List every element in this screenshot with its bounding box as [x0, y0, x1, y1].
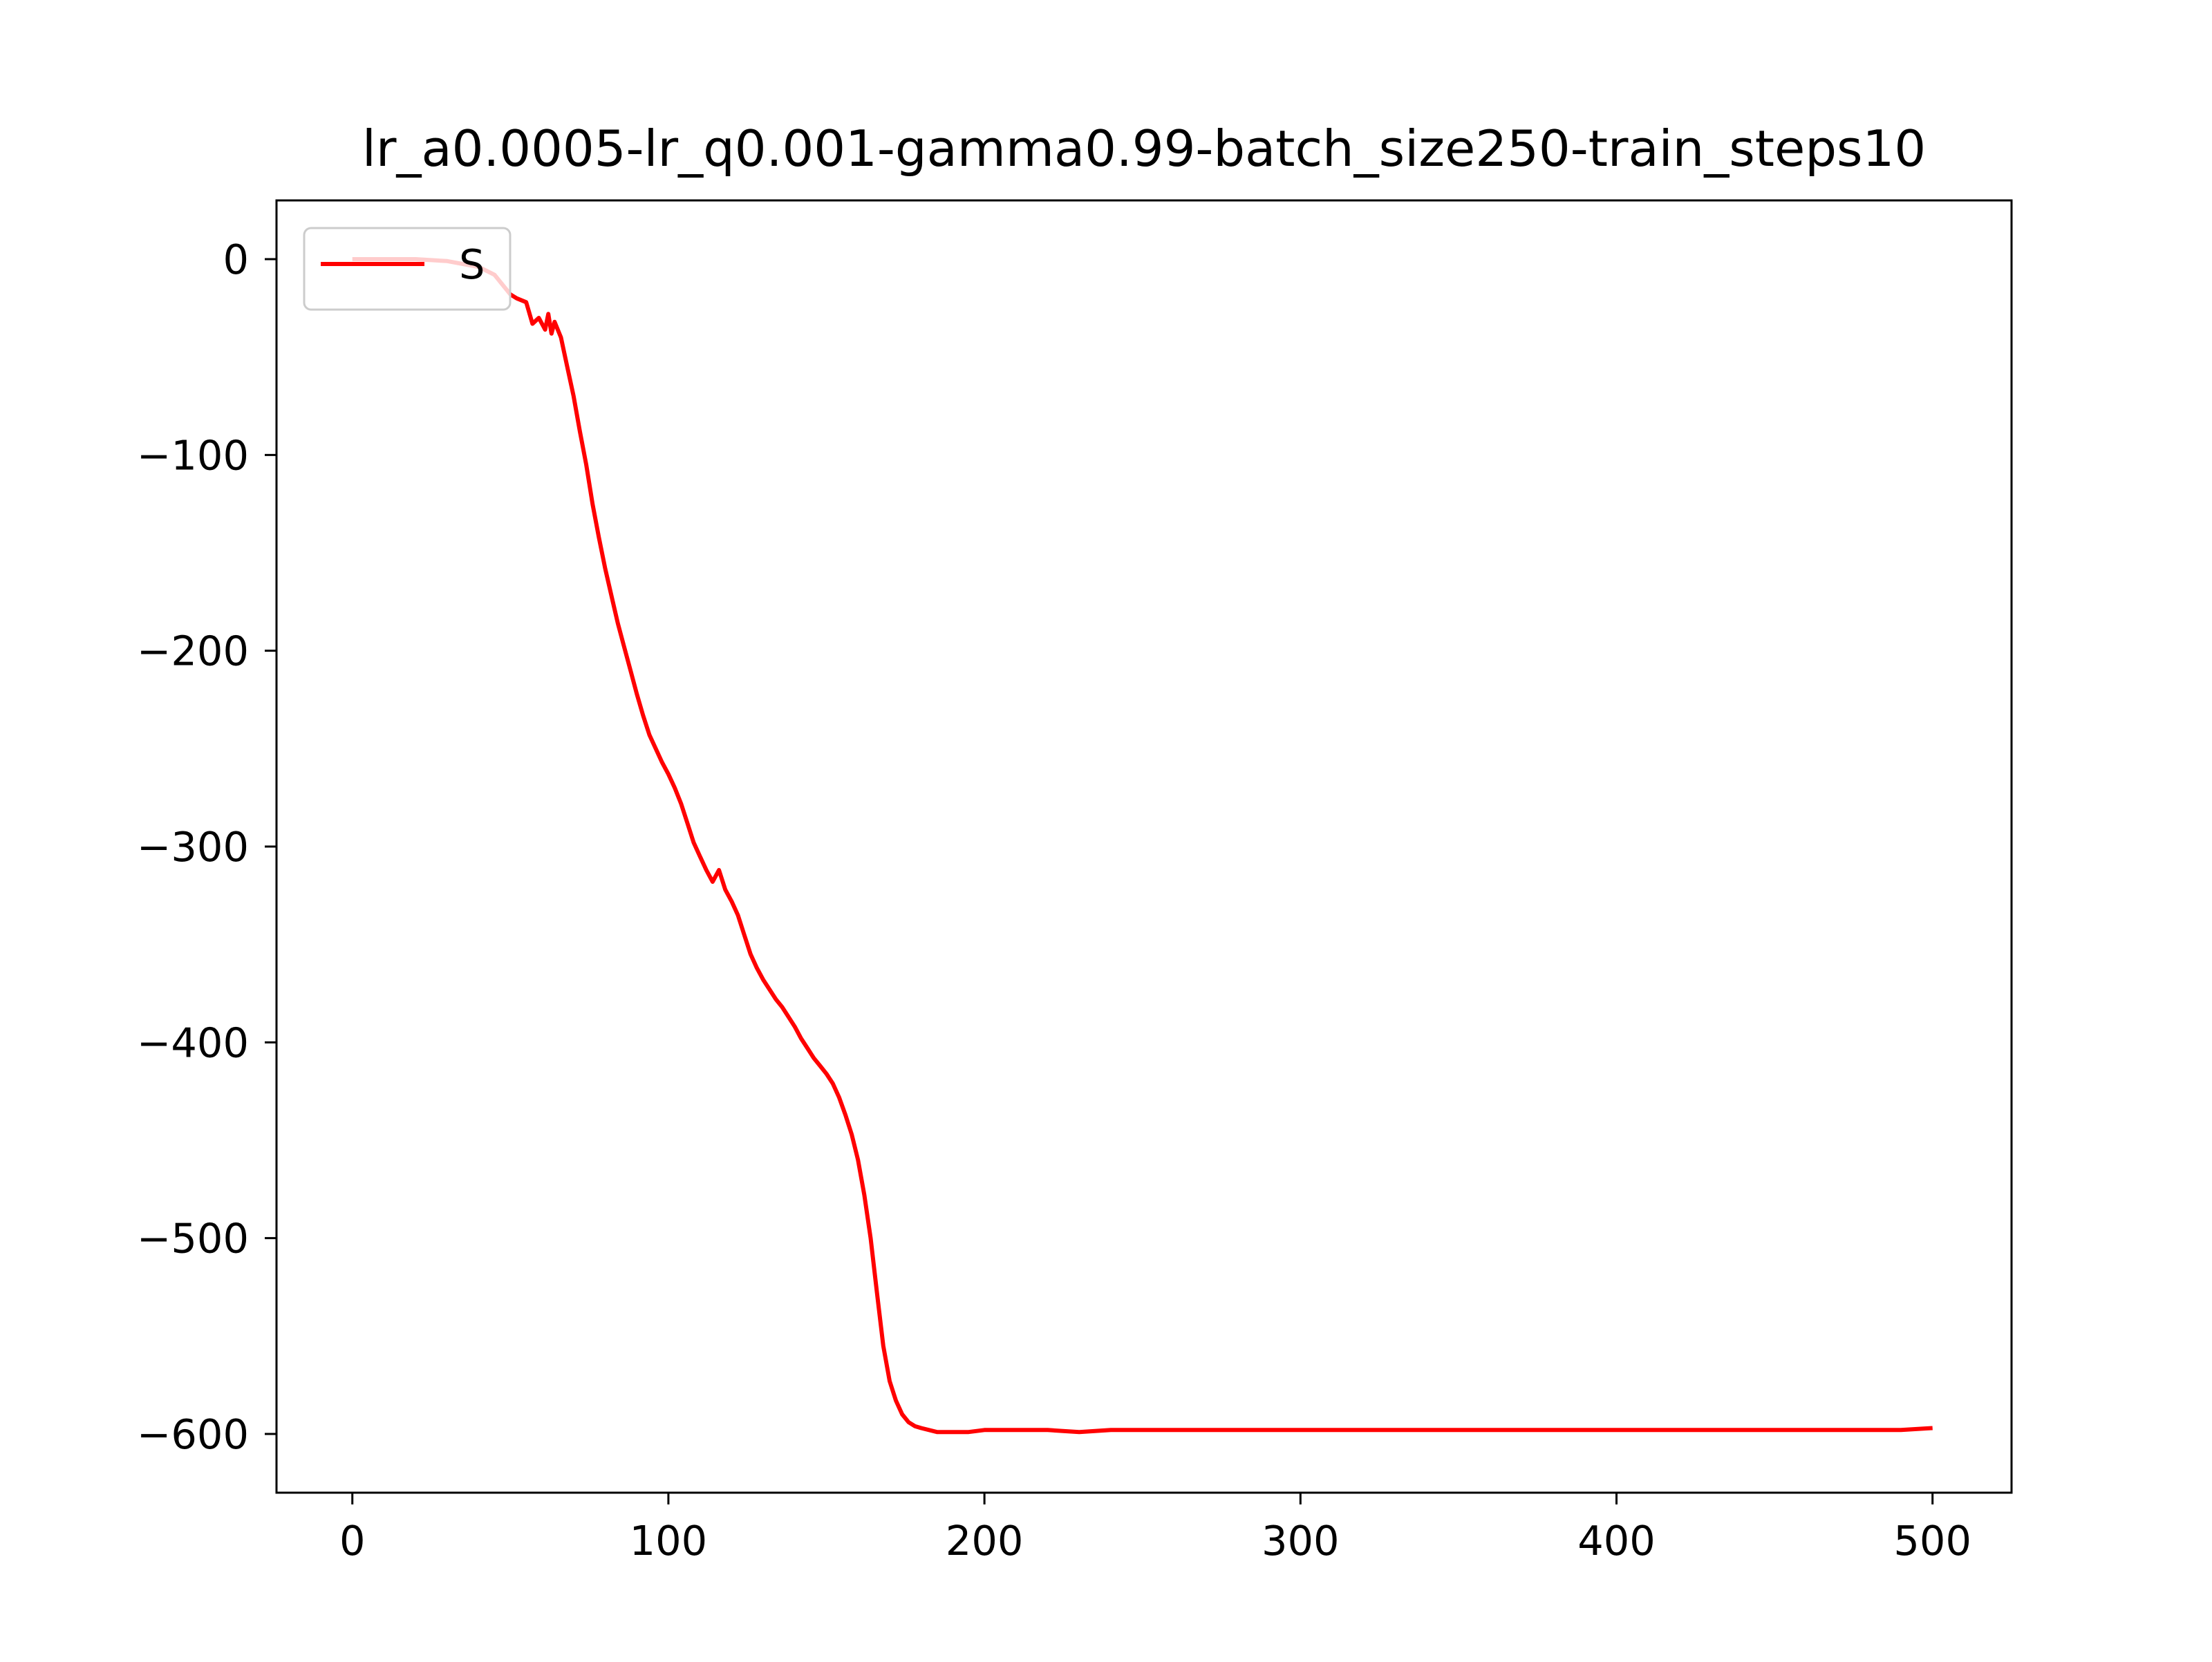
y-tick-label: −100	[137, 431, 249, 479]
legend-label: S	[459, 240, 485, 288]
y-tick-label: 0	[223, 236, 249, 283]
plot-frame	[275, 199, 2013, 1494]
y-tick-label: −600	[137, 1410, 249, 1458]
legend-box	[303, 227, 512, 311]
legend: S	[303, 227, 512, 311]
series-line-0	[352, 257, 1933, 1435]
y-tick-label: −200	[137, 627, 249, 675]
x-tick-label: 400	[1577, 1517, 1656, 1565]
x-tick-label: 300	[1262, 1517, 1340, 1565]
axes-ticks: 0 100 200 300 400 500 0 −100 −200 −300 −400 −500 −60…	[137, 236, 1971, 1565]
x-tick-label: 200	[946, 1517, 1024, 1565]
y-tick-label: −400	[137, 1019, 249, 1066]
plot-area	[352, 257, 1933, 1435]
y-tick-label: −500	[137, 1215, 249, 1263]
chart-title: lr_a0.0005-lr_q0.001-gamma0.99-batch_siz…	[362, 120, 1926, 178]
x-tick-label: 0	[339, 1517, 366, 1565]
x-tick-label: 100	[630, 1517, 708, 1565]
x-tick-label: 500	[1893, 1517, 1971, 1565]
y-tick-label: −300	[137, 823, 249, 871]
